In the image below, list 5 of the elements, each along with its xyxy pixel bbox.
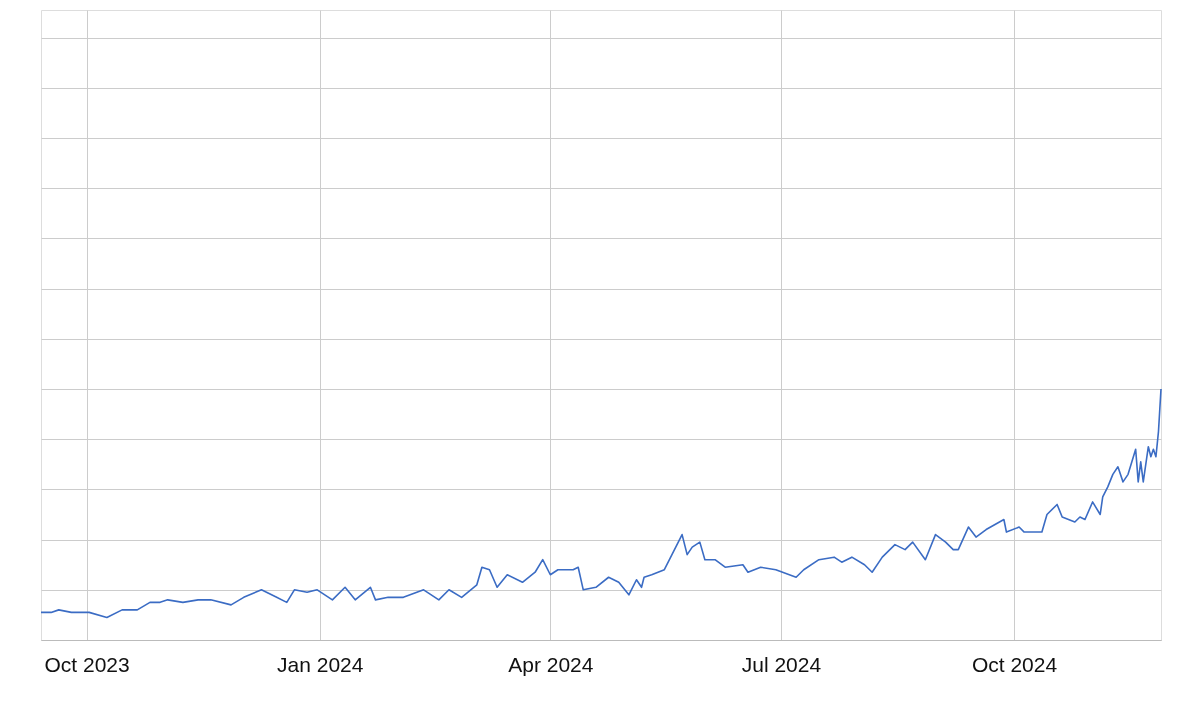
- x-tick-label: Oct 2023: [44, 652, 130, 676]
- x-tick-label: Jan 2024: [277, 652, 364, 676]
- x-tick-label: Apr 2024: [508, 652, 594, 676]
- x-tick-label: Jul 2024: [741, 652, 822, 676]
- x-tick-label: Oct 2024: [971, 652, 1058, 676]
